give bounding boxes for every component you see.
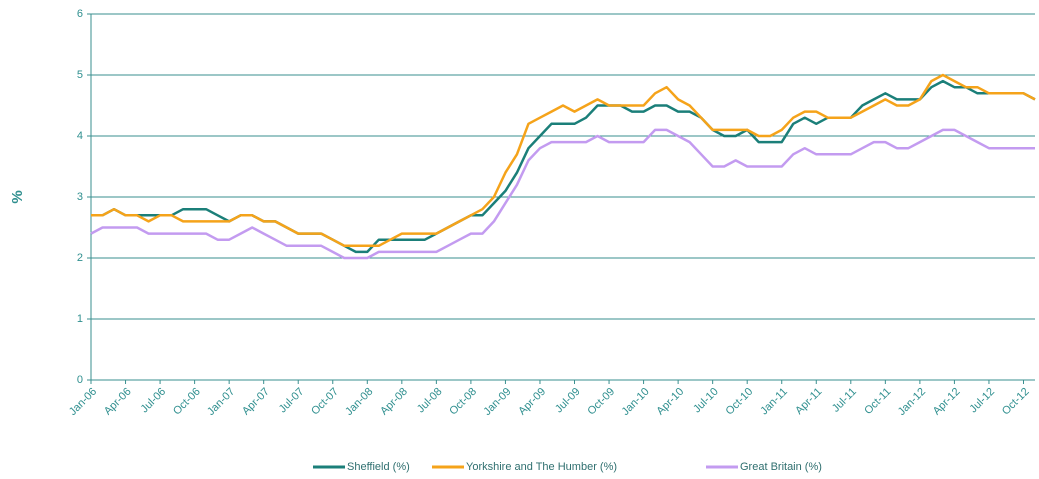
x-tick-label: Jan-08 xyxy=(343,386,375,418)
x-tick-label: Oct-08 xyxy=(447,386,479,418)
series-line xyxy=(91,73,1036,248)
x-tick-label: Jan-06 xyxy=(67,386,99,418)
x-tick-label: Jul-12 xyxy=(967,386,997,416)
y-tick-label: 4 xyxy=(77,130,83,142)
y-tick-label: 0 xyxy=(77,374,83,386)
x-tick-label: Apr-10 xyxy=(654,386,686,418)
x-tick-label: Apr-07 xyxy=(240,386,272,418)
x-tick-label: Jul-08 xyxy=(415,386,445,416)
x-tick-label: Jul-09 xyxy=(553,386,583,416)
legend-label: Sheffield (%) xyxy=(347,461,410,473)
x-tick-label: Jul-10 xyxy=(691,386,721,416)
y-axis-label: % xyxy=(9,190,26,203)
x-tick-label: Apr-09 xyxy=(516,386,548,418)
x-tick-label: Oct-11 xyxy=(862,386,893,417)
x-tick-label: Apr-06 xyxy=(102,386,134,418)
x-tick-label: Oct-06 xyxy=(171,386,203,418)
x-tick-label: Oct-12 xyxy=(1000,386,1032,418)
x-tick-label: Jul-06 xyxy=(139,386,169,416)
x-tick-label: Oct-10 xyxy=(724,386,756,418)
x-tick-label: Jan-07 xyxy=(205,386,237,418)
y-tick-label: 3 xyxy=(77,191,83,203)
x-tick-label: Apr-11 xyxy=(793,386,824,417)
x-tick-label: Apr-08 xyxy=(378,386,410,418)
x-tick-label: Oct-09 xyxy=(585,386,617,418)
y-tick-label: 5 xyxy=(77,69,83,81)
y-tick-label: 1 xyxy=(77,313,83,325)
series-line xyxy=(90,128,1035,260)
y-tick-label: 6 xyxy=(77,8,83,20)
x-tick-label: Jul-11 xyxy=(830,386,859,415)
x-tick-label: Jan-12 xyxy=(896,386,928,418)
legend-label: Yorkshire and The Humber (%) xyxy=(466,461,617,473)
x-tick-label: Jan-11 xyxy=(758,386,790,418)
x-tick-label: Jan-10 xyxy=(619,386,651,418)
x-tick-label: Jul-07 xyxy=(277,386,307,416)
legend-label: Great Britain (%) xyxy=(740,461,822,473)
x-tick-label: Jan-09 xyxy=(481,386,513,418)
x-tick-label: Oct-07 xyxy=(309,386,341,418)
y-tick-label: 2 xyxy=(77,252,83,264)
x-tick-label: Apr-12 xyxy=(931,386,963,418)
